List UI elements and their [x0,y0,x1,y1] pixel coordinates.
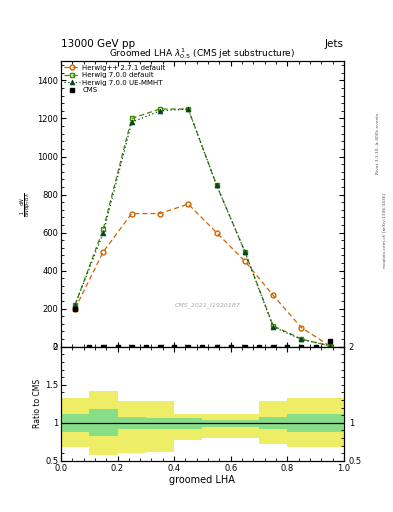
Herwig 7.0.0 default [129,115,134,121]
Herwig++ 2.7.1 default [214,229,219,236]
Herwig 7.0.0 default [101,226,106,232]
Herwig 7.0.0 default [73,302,77,308]
Line: Herwig 7.0.0 UE-MMHT: Herwig 7.0.0 UE-MMHT [73,106,332,348]
Line: Herwig 7.0.0 default: Herwig 7.0.0 default [73,106,332,348]
Herwig 7.0.0 UE-MMHT [129,119,134,125]
Bar [89,391,118,455]
Herwig 7.0.0 default [242,248,247,254]
Title: Groomed LHA $\lambda^{1}_{0.5}$ (CMS jet substructure): Groomed LHA $\lambda^{1}_{0.5}$ (CMS jet… [109,47,296,61]
Bar [61,414,89,432]
Text: mcplots.cern.ch [arXiv:1306.3436]: mcplots.cern.ch [arXiv:1306.3436] [383,193,387,268]
Bar [259,401,287,444]
Herwig 7.0.0 UE-MMHT [186,106,191,112]
Text: CMS_2021_I1920187: CMS_2021_I1920187 [175,303,241,308]
Herwig++ 2.7.1 default [158,210,162,217]
Herwig++ 2.7.1 default [327,343,332,349]
Bar [231,420,259,428]
Y-axis label: Ratio to CMS: Ratio to CMS [33,379,42,429]
Herwig++ 2.7.1 default [186,201,191,207]
X-axis label: groomed LHA: groomed LHA [169,475,235,485]
Herwig++ 2.7.1 default [271,292,275,298]
Herwig++ 2.7.1 default [73,306,77,312]
Herwig 7.0.0 default [186,106,191,112]
Herwig 7.0.0 UE-MMHT [158,108,162,114]
Bar [118,417,146,429]
Bar [231,414,259,438]
Herwig++ 2.7.1 default [299,325,304,331]
Herwig 7.0.0 UE-MMHT [327,343,332,349]
Bar [316,414,344,432]
Herwig 7.0.0 default [158,106,162,112]
Text: Rivet 3.1.10, ≥ 400k events: Rivet 3.1.10, ≥ 400k events [376,113,380,174]
Line: Herwig++ 2.7.1 default: Herwig++ 2.7.1 default [73,202,332,348]
Bar [202,414,231,438]
Bar [61,398,89,447]
Herwig 7.0.0 default [214,182,219,188]
Herwig++ 2.7.1 default [242,258,247,264]
Legend: Herwig++ 2.7.1 default, Herwig 7.0.0 default, Herwig 7.0.0 UE-MMHT, CMS: Herwig++ 2.7.1 default, Herwig 7.0.0 def… [63,63,167,95]
Bar [146,401,174,452]
Bar [287,398,316,447]
Text: Jets: Jets [325,38,344,49]
Herwig 7.0.0 UE-MMHT [299,336,304,343]
Bar [118,401,146,453]
Herwig 7.0.0 UE-MMHT [73,302,77,308]
Herwig 7.0.0 default [327,343,332,349]
Herwig 7.0.0 UE-MMHT [271,324,275,330]
Text: 13000 GeV pp: 13000 GeV pp [61,38,135,49]
Herwig 7.0.0 UE-MMHT [101,229,106,236]
Herwig 7.0.0 UE-MMHT [214,182,219,188]
Herwig++ 2.7.1 default [129,210,134,217]
Bar [316,398,344,447]
Bar [287,414,316,432]
Bar [146,418,174,429]
Bar [89,409,118,436]
Bar [174,418,202,429]
Bar [202,420,231,428]
Herwig++ 2.7.1 default [101,248,106,254]
Herwig 7.0.0 UE-MMHT [242,248,247,254]
Bar [174,414,202,439]
Bar [259,417,287,429]
Y-axis label: $\frac{1}{\mathrm{d}N}\frac{\mathrm{d}N}{\mathrm{d}p_{\mathrm{T}}\,\mathrm{d}\la: $\frac{1}{\mathrm{d}N}\frac{\mathrm{d}N}… [19,191,34,217]
Herwig 7.0.0 default [271,323,275,329]
Herwig 7.0.0 default [299,336,304,342]
